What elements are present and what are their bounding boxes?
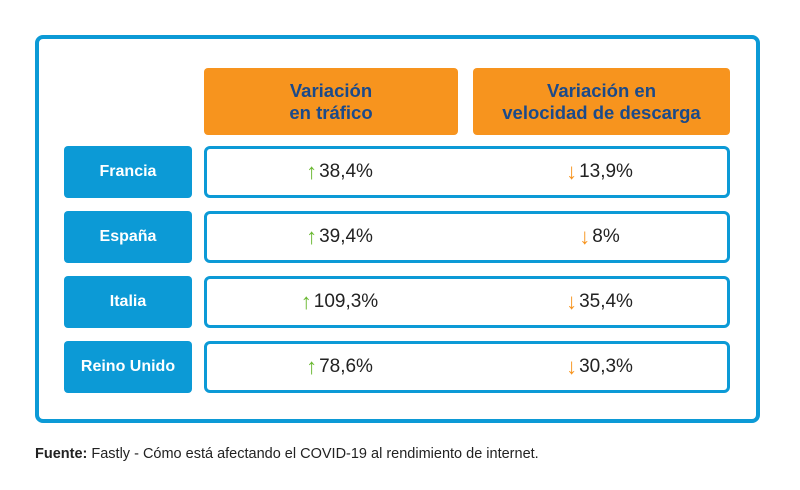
table-row: ↑ 78,6% ↓ 30,3% (204, 341, 730, 393)
column-header-speed: Variación en velocidad de descarga (473, 68, 730, 135)
row-label: España (64, 211, 192, 263)
source-text: Fastly - Cómo está afectando el COVID-19… (87, 446, 539, 462)
arrow-down-icon: ↓ (566, 289, 578, 314)
row-label: Italia (64, 276, 192, 328)
speed-cell: ↓ 8% (472, 214, 727, 260)
traffic-value: 38,4% (319, 161, 373, 182)
traffic-cell: ↑ 78,6% (207, 344, 472, 390)
traffic-cell: ↑ 109,3% (207, 279, 472, 325)
speed-value: 13,9% (579, 161, 633, 182)
column-header-speed-line2: velocidad de descarga (502, 101, 701, 123)
traffic-value: 39,4% (319, 226, 373, 247)
source-label: Fuente: (35, 446, 88, 462)
arrow-down-icon: ↓ (566, 159, 578, 184)
column-header-speed-line1: Variación en (547, 79, 656, 101)
column-header-traffic-line1: Variación (289, 79, 373, 101)
speed-value: 35,4% (579, 291, 633, 312)
speed-value: 8% (592, 226, 620, 247)
arrow-up-icon: ↑ (300, 289, 312, 314)
table-row: ↑ 38,4% ↓ 13,9% (204, 146, 730, 198)
source-note: Fuente: Fastly - Cómo está afectando el … (35, 446, 539, 462)
traffic-cell: ↑ 39,4% (207, 214, 472, 260)
arrow-up-icon: ↑ (306, 354, 318, 379)
row-label: Francia (64, 146, 192, 198)
table-row: ↑ 39,4% ↓ 8% (204, 211, 730, 263)
table-row: ↑ 109,3% ↓ 35,4% (204, 276, 730, 328)
speed-cell: ↓ 35,4% (472, 279, 727, 325)
traffic-value: 109,3% (313, 291, 379, 312)
row-label: Reino Unido (64, 341, 192, 393)
traffic-value: 78,6% (319, 356, 373, 377)
arrow-down-icon: ↓ (579, 224, 591, 249)
column-header-traffic: Variación en tráfico (204, 68, 458, 135)
traffic-cell: ↑ 38,4% (207, 149, 472, 195)
speed-cell: ↓ 30,3% (472, 344, 727, 390)
arrow-up-icon: ↑ (306, 224, 318, 249)
arrow-down-icon: ↓ (566, 354, 578, 379)
speed-value: 30,3% (579, 356, 633, 377)
column-header-traffic-line2: en tráfico (289, 101, 373, 123)
table-frame (35, 35, 760, 423)
speed-cell: ↓ 13,9% (472, 149, 727, 195)
arrow-up-icon: ↑ (306, 159, 318, 184)
